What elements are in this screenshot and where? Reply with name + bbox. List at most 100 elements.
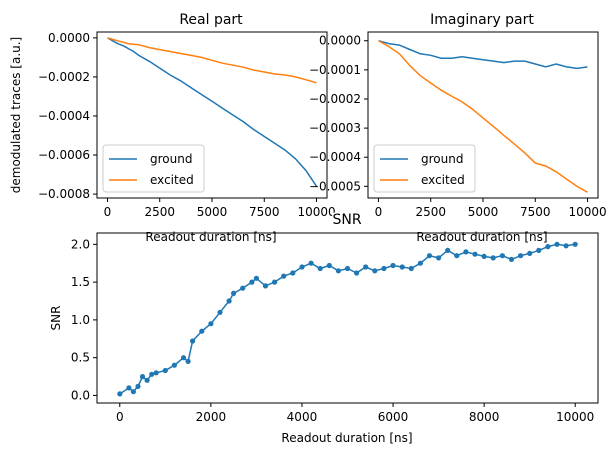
snr-point — [463, 249, 469, 255]
x-tick-label: 5000 — [197, 205, 228, 219]
snr-point — [335, 268, 341, 274]
snr-point — [153, 370, 159, 376]
y-tick-label: −0.0001 — [309, 63, 361, 77]
y-tick-label: −0.0004 — [38, 109, 90, 123]
snr-point — [180, 355, 187, 361]
real-part-x-ticks: 0 2500 5000 7500 10000 — [104, 198, 336, 219]
legend-excited-label: excited — [421, 173, 465, 187]
imag-part-x-ticks: 0 2500 5000 7500 10000 — [375, 198, 607, 219]
snr-point — [144, 377, 150, 383]
snr-point — [308, 260, 314, 266]
snr-title: SNR — [332, 212, 361, 228]
real-part-y-ticks: 0.0000 −0.0002 −0.0004 −0.0006 −0.0008 — [38, 31, 97, 201]
snr-point — [185, 358, 191, 364]
snr-point — [253, 275, 259, 281]
snr-point — [481, 253, 487, 259]
snr-point — [408, 265, 414, 272]
snr-point — [317, 265, 323, 272]
snr-point — [135, 383, 141, 389]
snr-point — [226, 298, 232, 304]
snr-y-axis-label: SNR — [49, 306, 63, 331]
snr-point — [190, 338, 196, 344]
series-line-ground — [378, 39, 588, 70]
snr-point — [445, 247, 451, 253]
snr-point — [563, 243, 569, 249]
x-tick-label: 7500 — [249, 205, 280, 219]
y-tick-label: −0.0006 — [38, 148, 90, 162]
x-tick-label: 0 — [104, 205, 112, 219]
real-part-plot-lines — [107, 37, 318, 187]
x-tick-label: 2500 — [415, 205, 446, 219]
snr-point — [171, 362, 177, 368]
snr-point — [130, 389, 136, 395]
snr-point — [231, 290, 237, 296]
snr-point — [363, 264, 369, 270]
snr-point — [436, 255, 442, 261]
snr-point — [518, 253, 524, 259]
x-tick-label: 10000 — [568, 205, 606, 219]
snr-point — [249, 279, 255, 285]
snr-point — [117, 391, 123, 397]
x-tick-label: 2000 — [196, 410, 227, 424]
x-tick-label: 10000 — [556, 410, 594, 424]
real-part-panel: Real part 0 2500 5000 7500 10000 0.0000 −0.00… — [9, 12, 336, 244]
real-part-legend: ground excited — [102, 144, 205, 193]
y-tick-label: −0.0002 — [38, 70, 90, 84]
snr-point — [199, 328, 205, 334]
snr-point — [426, 253, 433, 259]
y-tick-label: 2.0 — [71, 237, 90, 251]
x-tick-label: 5000 — [468, 205, 499, 219]
real-part-y-axis-label: demodulated traces [a.u.] — [9, 37, 23, 193]
snr-point — [290, 270, 296, 276]
y-tick-label: −0.0005 — [309, 179, 361, 193]
snr-x-ticks: 0 2000 4000 6000 8000 10000 — [116, 403, 594, 424]
x-tick-label: 2500 — [144, 205, 175, 219]
snr-point — [508, 256, 515, 262]
snr-point — [490, 255, 496, 261]
snr-point — [240, 285, 246, 291]
snr-x-axis-label: Readout duration [ns] — [281, 431, 412, 445]
snr-axes — [96, 232, 599, 404]
legend-excited-label: excited — [150, 173, 194, 187]
x-tick-label: 7500 — [520, 205, 551, 219]
snr-y-ticks: 0.0 0.5 1.0 1.5 2.0 — [71, 237, 97, 402]
snr-point — [149, 371, 155, 377]
x-tick-label: 6000 — [378, 410, 409, 424]
snr-point — [299, 264, 305, 270]
snr-point — [354, 270, 360, 276]
x-tick-label: 8000 — [469, 410, 500, 424]
y-tick-label: 0.0000 — [48, 31, 90, 45]
snr-point — [381, 265, 387, 272]
snr-point — [399, 264, 405, 270]
snr-point — [208, 321, 214, 327]
snr-point — [554, 241, 560, 247]
snr-point — [472, 251, 478, 257]
snr-point — [326, 262, 332, 269]
snr-point — [527, 250, 533, 256]
snr-point — [217, 309, 223, 315]
y-tick-label: 1.0 — [71, 313, 90, 327]
snr-point — [536, 247, 542, 253]
snr-panel: SNR 0 2000 4000 6000 8000 10000 0.0 0.5 1.0 1.5 2… — [49, 211, 599, 445]
y-tick-label: −0.0008 — [38, 187, 90, 201]
y-tick-label: 0.5 — [71, 351, 90, 365]
y-tick-label: −0.0002 — [309, 92, 361, 106]
snr-point — [499, 253, 505, 259]
snr-point — [545, 244, 551, 250]
snr-plot-lines — [117, 241, 578, 397]
imag-part-y-ticks: 0.0000 −0.0001 −0.0002 −0.0003 −0.0004 −0.000… — [309, 34, 368, 193]
snr-point — [372, 268, 378, 274]
snr-point — [162, 367, 168, 374]
x-tick-label: 10000 — [297, 205, 335, 219]
snr-point — [139, 374, 146, 380]
imag-part-panel: Imaginary part 0 2500 5000 7500 10000 0.0000… — [309, 12, 607, 244]
snr-point — [272, 279, 278, 285]
snr-point — [572, 241, 578, 247]
real-part-title: Real part — [179, 12, 243, 28]
y-tick-label: 0.0 — [71, 388, 90, 402]
legend-ground-label: ground — [150, 152, 192, 166]
series-line-ground — [107, 37, 318, 187]
snr-point — [390, 262, 396, 269]
imag-part-title: Imaginary part — [430, 12, 534, 28]
x-tick-label: 0 — [375, 205, 383, 219]
